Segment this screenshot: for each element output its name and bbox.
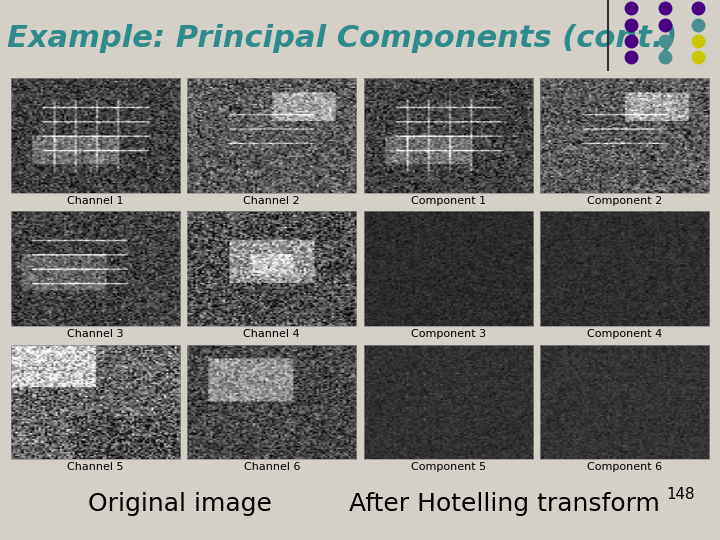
Text: Channel 5: Channel 5: [67, 462, 124, 472]
Text: Original image: Original image: [88, 492, 272, 516]
Text: Example: Principal Components (cont.): Example: Principal Components (cont.): [7, 24, 678, 53]
Text: Channel 6: Channel 6: [243, 462, 300, 472]
Text: Channel 3: Channel 3: [67, 329, 124, 339]
Text: Component 1: Component 1: [410, 196, 486, 206]
Text: Channel 2: Channel 2: [243, 196, 300, 206]
Text: Component 6: Component 6: [587, 462, 662, 472]
Text: Component 5: Component 5: [410, 462, 486, 472]
Text: Component 4: Component 4: [587, 329, 662, 339]
Text: After Hotelling transform: After Hotelling transform: [348, 492, 660, 516]
Text: Channel 1: Channel 1: [67, 196, 124, 206]
Text: 148: 148: [666, 487, 695, 502]
Text: Component 2: Component 2: [587, 196, 662, 206]
Text: Component 3: Component 3: [410, 329, 486, 339]
Text: Channel 4: Channel 4: [243, 329, 300, 339]
